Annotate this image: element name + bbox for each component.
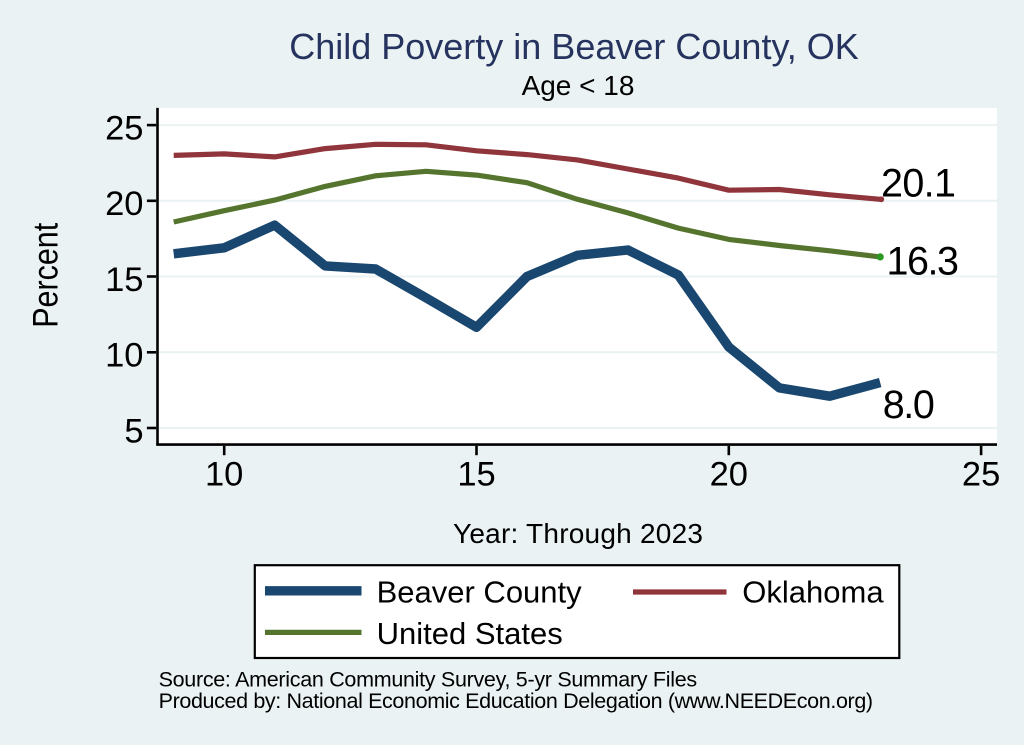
svg-text:16.3: 16.3 [887,240,960,284]
svg-text:15: 15 [457,455,495,493]
svg-text:10: 10 [205,455,243,493]
svg-text:10: 10 [105,337,143,375]
svg-text:15: 15 [105,261,143,299]
svg-text:Year: Through 2023: Year: Through 2023 [453,518,703,549]
svg-text:8.0: 8.0 [883,383,935,427]
svg-text:Age < 18: Age < 18 [522,70,635,101]
svg-text:Percent: Percent [26,223,65,328]
svg-text:25: 25 [105,110,143,148]
svg-text:Child Poverty in Beaver County: Child Poverty in Beaver County, OK [289,26,859,67]
svg-text:20: 20 [105,185,143,223]
svg-text:Source: American Community Sur: Source: American Community Survey, 5-yr … [159,668,698,692]
svg-text:United States: United States [377,616,563,651]
svg-text:5: 5 [124,412,143,450]
svg-text:25: 25 [962,455,1000,493]
svg-text:Oklahoma: Oklahoma [742,574,884,609]
svg-text:Produced by: National Economic: Produced by: National Economic Education… [159,689,874,713]
svg-text:20: 20 [710,455,748,493]
svg-text:20.1: 20.1 [881,162,956,206]
svg-text:Beaver County: Beaver County [377,574,583,609]
